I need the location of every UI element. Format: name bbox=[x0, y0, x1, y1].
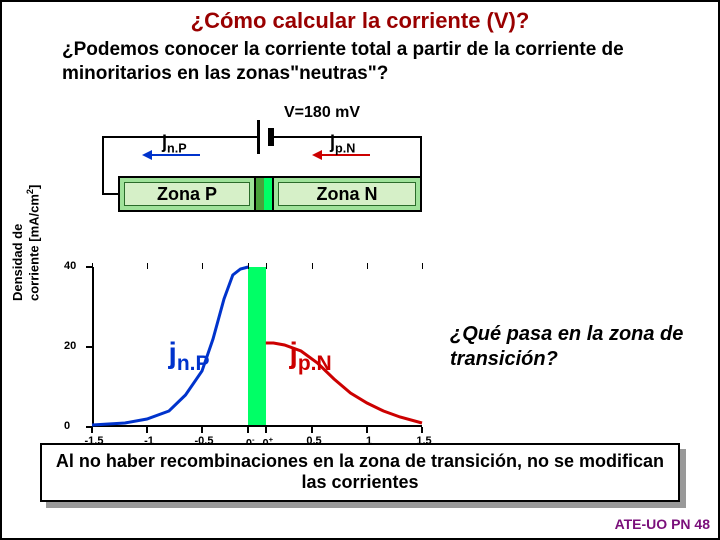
zona-n-block: Zona N bbox=[272, 176, 422, 212]
transition-right bbox=[264, 176, 272, 212]
subtitle: ¿Podemos conocer la corriente total a pa… bbox=[2, 38, 718, 94]
y-axis-label: Densidad decorriente [mA/cm2] bbox=[10, 185, 41, 301]
circuit-diagram: V=180 mV jn.P jp.N Zona P Zona N bbox=[62, 110, 462, 240]
series-label: jn.P bbox=[169, 337, 210, 376]
jnp-label: jn.P bbox=[162, 132, 187, 156]
footer-callout: Al no haber recombinaciones en la zona d… bbox=[40, 443, 680, 502]
transition-left bbox=[256, 176, 264, 212]
voltage-label: V=180 mV bbox=[284, 104, 360, 122]
series-label: jp.N bbox=[290, 337, 332, 376]
corner-id: ATE-UO PN 48 bbox=[615, 516, 710, 532]
side-question: ¿Qué pasa en la zona de transición? bbox=[450, 322, 700, 372]
battery-plus-plate bbox=[257, 120, 260, 154]
jpn-label: jp.N bbox=[330, 132, 355, 156]
page-title: ¿Cómo calcular la corriente (V)? bbox=[2, 2, 718, 38]
zona-p-block: Zona P bbox=[118, 176, 256, 212]
